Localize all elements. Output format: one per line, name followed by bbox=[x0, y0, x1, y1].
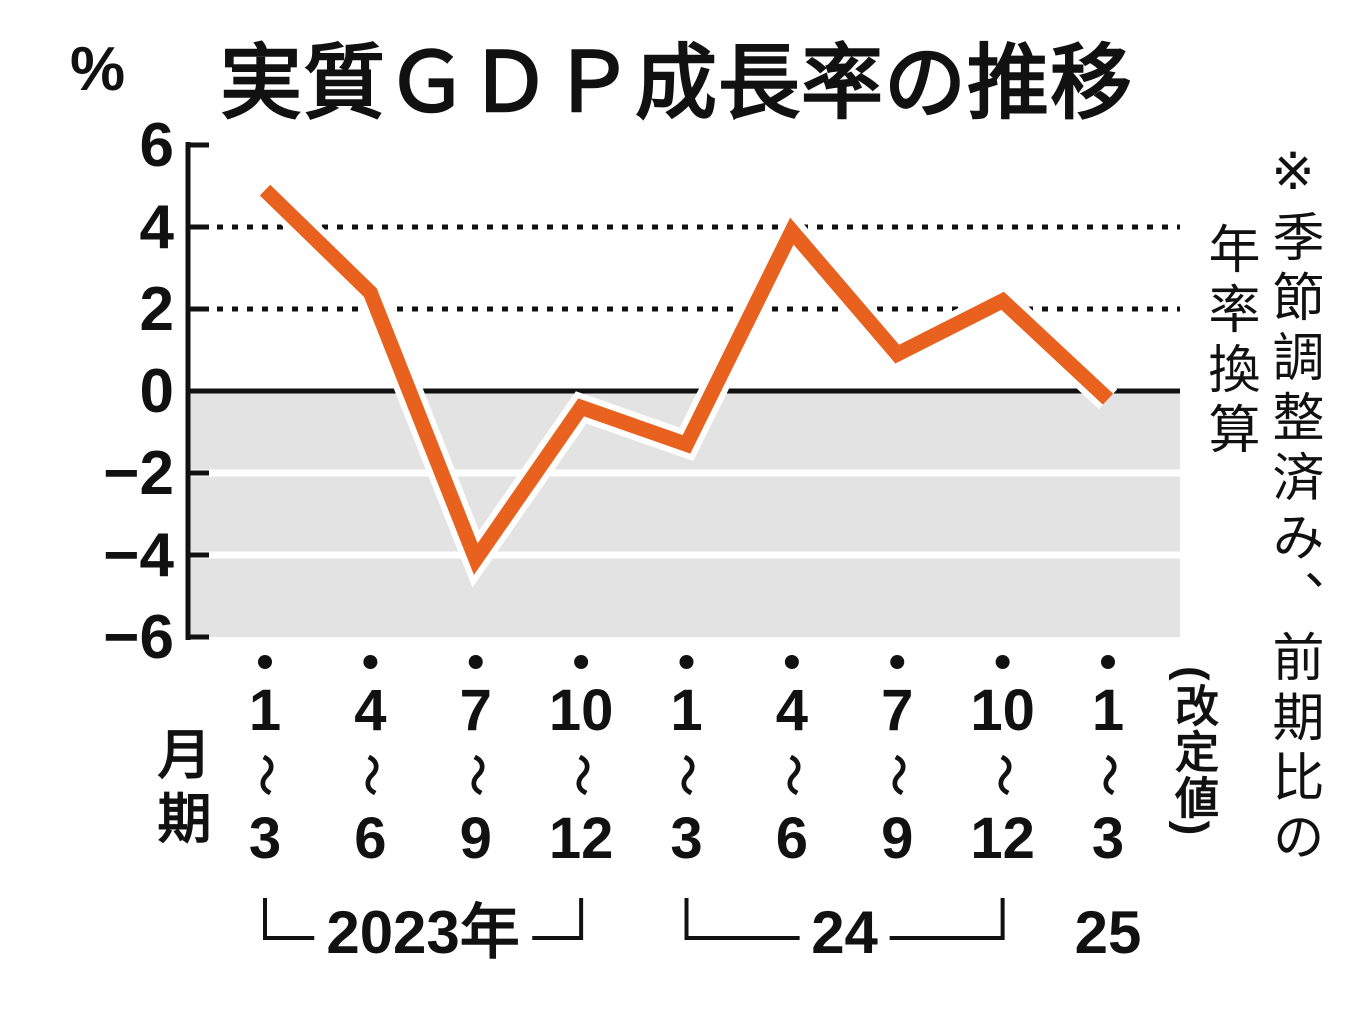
x-label-from: 10 bbox=[548, 678, 614, 743]
x-label-from: 1 bbox=[1091, 678, 1125, 743]
range-tilde-icon: 〜 bbox=[558, 753, 606, 797]
x-label-from: 10 bbox=[970, 678, 1035, 743]
range-tilde-icon: 〜 bbox=[874, 753, 922, 797]
x-tick-dot-5 bbox=[679, 655, 694, 669]
gdp-growth-line bbox=[259, 184, 1114, 575]
x-label-to: 9 bbox=[459, 806, 492, 871]
x-tick-dot-1 bbox=[258, 655, 272, 669]
y-tick-label--2: −2 bbox=[103, 439, 174, 508]
range-tilde-icon: 〜 bbox=[452, 753, 500, 797]
footnote-line-2: 年率換算 bbox=[1200, 222, 1258, 462]
x-axis-period-label: 月期 bbox=[149, 726, 209, 854]
x-label-to: 12 bbox=[970, 806, 1035, 871]
year-label-2023年: 2023年 bbox=[314, 901, 532, 964]
year-label-24: 24 bbox=[799, 901, 890, 964]
range-tilde-icon: 〜 bbox=[663, 753, 711, 797]
x-label-to: 6 bbox=[354, 806, 387, 871]
range-tilde-icon: 〜 bbox=[768, 753, 816, 797]
x-tick-dot-2 bbox=[363, 655, 378, 669]
range-tilde-icon: 〜 bbox=[1084, 753, 1132, 797]
footnote-line-1: ※季節調整済み、前期比の bbox=[1264, 142, 1322, 870]
x-tick-dot-3 bbox=[468, 655, 483, 669]
x-label-from: 7 bbox=[459, 678, 492, 743]
x-label-from: 4 bbox=[775, 678, 808, 743]
y-tick-label-0: 0 bbox=[140, 357, 174, 426]
x-tick-dot-8 bbox=[995, 655, 1010, 669]
x-label-from: 7 bbox=[881, 678, 914, 743]
x-tick-dot-4 bbox=[574, 655, 589, 669]
y-tick-label--4: −4 bbox=[103, 521, 174, 590]
x-tick-dot-9 bbox=[1101, 655, 1115, 669]
x-label-quarter-4: 10 〜 12 bbox=[521, 682, 641, 868]
x-label-quarter-1: 1 〜 3 bbox=[205, 682, 325, 868]
y-tick-label-6: 6 bbox=[140, 111, 174, 180]
x-label-from: 4 bbox=[354, 678, 387, 743]
x-label-quarter-8: 10 〜 12 bbox=[943, 682, 1063, 868]
chart-title: 実質ＧＤＰ成長率の推移 bbox=[220, 38, 1134, 129]
x-label-to: 9 bbox=[881, 806, 914, 871]
x-label-from: 1 bbox=[670, 678, 703, 743]
range-tilde-icon: 〜 bbox=[241, 753, 289, 797]
range-tilde-icon: 〜 bbox=[347, 753, 395, 797]
x-label-to: 3 bbox=[670, 806, 703, 871]
x-label-quarter-3: 7 〜 9 bbox=[416, 682, 536, 868]
x-label-quarter-5: 1 〜 3 bbox=[627, 682, 747, 868]
x-label-quarter-9: 1 〜 3 bbox=[1048, 682, 1168, 868]
x-label-to: 3 bbox=[1091, 806, 1125, 871]
x-label-quarter-7: 7 〜 9 bbox=[837, 682, 957, 868]
x-label-from: 1 bbox=[248, 678, 282, 743]
revised-value-label: (改定値) bbox=[1168, 666, 1217, 838]
y-tick-label-4: 4 bbox=[140, 193, 175, 262]
x-label-quarter-2: 4 〜 6 bbox=[310, 682, 430, 868]
x-label-to: 12 bbox=[548, 806, 614, 871]
x-label-to: 6 bbox=[775, 806, 808, 871]
x-label-quarter-6: 4 〜 6 bbox=[732, 682, 852, 868]
year-label-25: 25 bbox=[1062, 901, 1154, 964]
x-tick-dot-7 bbox=[890, 655, 905, 669]
x-label-to: 3 bbox=[248, 806, 282, 871]
x-tick-dot-6 bbox=[784, 655, 799, 669]
y-tick-label-2: 2 bbox=[140, 275, 174, 344]
y-axis-unit-label: % bbox=[70, 35, 126, 104]
y-tick-label--6: −6 bbox=[103, 603, 174, 672]
range-tilde-icon: 〜 bbox=[979, 753, 1027, 797]
